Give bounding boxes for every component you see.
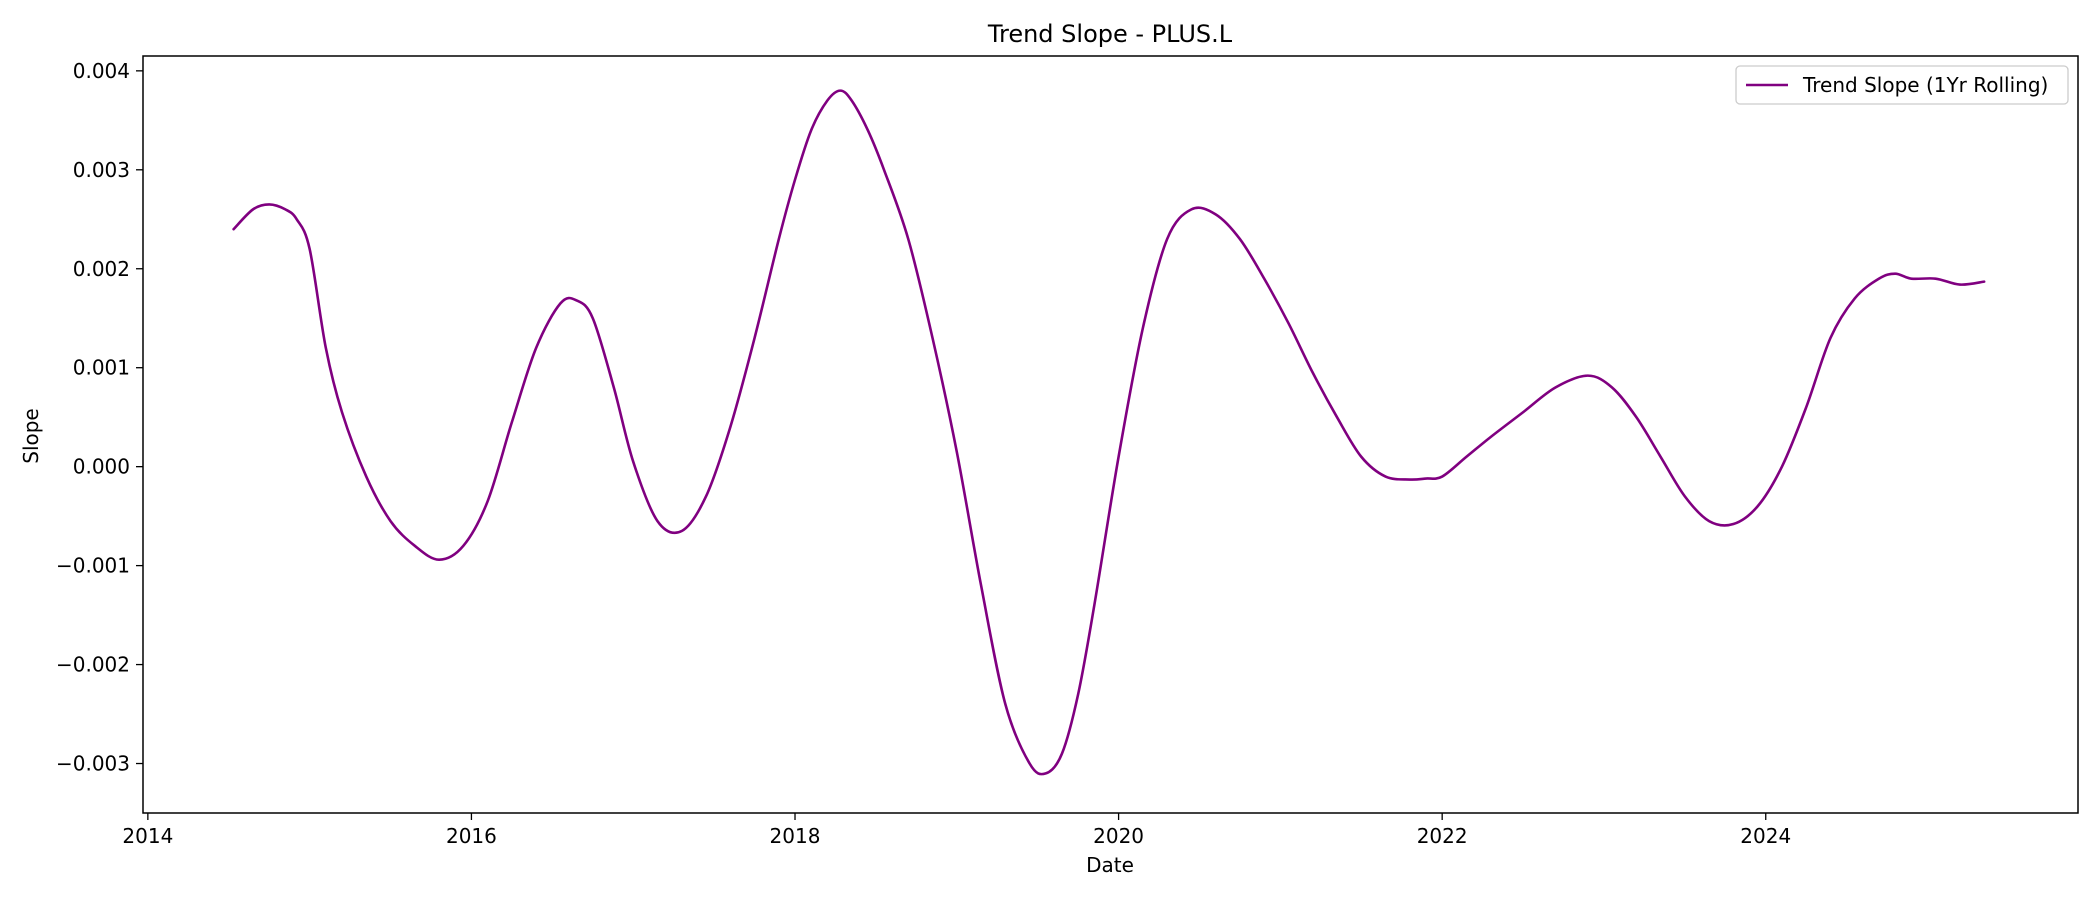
y-tick-label: 0.001 (73, 356, 130, 380)
y-tick-label: 0.003 (73, 158, 130, 182)
plot-frame (142, 55, 2079, 814)
x-axis-label: Date (1086, 853, 1134, 877)
x-tick-label: 2020 (1093, 824, 1144, 848)
x-tick-label: 2022 (1417, 824, 1468, 848)
y-tick-label: 0.004 (73, 59, 130, 83)
y-axis-label: Slope (19, 408, 43, 464)
y-axis: −0.003 −0.002 −0.001 0.000 0.001 0.002 0.003 0.… (56, 59, 143, 776)
chart-title: Trend Slope - PLUS.L (987, 20, 1233, 48)
y-tick-label: −0.002 (56, 653, 130, 677)
x-tick-label: 2018 (770, 824, 821, 848)
x-tick-label: 2024 (1740, 824, 1791, 848)
legend: Trend Slope (1Yr Rolling) (1735, 65, 2069, 105)
series-line-0 (232, 89, 1986, 776)
legend-box (1735, 65, 2069, 105)
x-tick-label: 2014 (122, 824, 173, 848)
legend-label: Trend Slope (1Yr Rolling) (1802, 73, 2048, 97)
y-tick-label: 0.002 (73, 257, 130, 281)
y-tick-label: −0.003 (56, 752, 130, 776)
y-tick-label: 0.000 (73, 455, 130, 479)
x-tick-label: 2016 (446, 824, 497, 848)
plot-area (142, 55, 2079, 814)
y-tick-label: −0.001 (56, 554, 130, 578)
x-axis: 2014 2016 2018 2020 2022 2024 (122, 813, 1791, 848)
